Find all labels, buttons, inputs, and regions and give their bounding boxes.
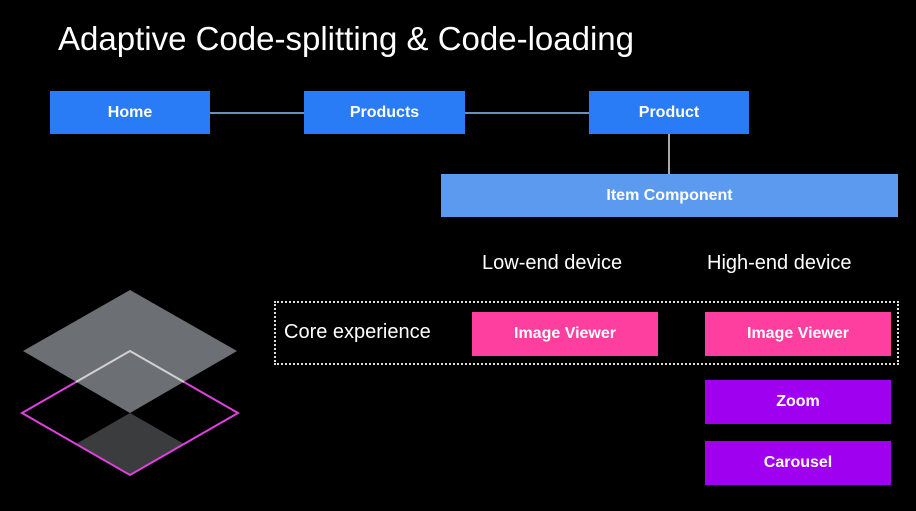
item-component: Item Component: [441, 174, 898, 217]
route-home: Home: [50, 91, 210, 134]
core-experience-label: Core experience: [284, 321, 431, 343]
low-end-image-viewer: Image Viewer: [472, 312, 658, 356]
high-end-carousel: Carousel: [705, 441, 891, 485]
lower-layer-fill: [76, 413, 184, 475]
connector-products-product: [465, 112, 589, 114]
slide-title: Adaptive Code-splitting & Code-loading: [58, 20, 635, 57]
connector-product-item: [668, 134, 670, 174]
route-product: Product: [589, 91, 749, 134]
high-end-heading: High-end device: [707, 252, 852, 274]
high-end-zoom: Zoom: [705, 380, 891, 424]
route-products: Products: [304, 91, 465, 134]
high-end-image-viewer: Image Viewer: [705, 312, 891, 356]
lower-layer-outline-overlap: [75, 349, 185, 383]
low-end-heading: Low-end device: [482, 252, 623, 274]
layers-illustration: [19, 290, 241, 477]
connector-home-products: [210, 112, 304, 114]
lower-layer-outline: [19, 349, 241, 477]
core-experience-group: [274, 301, 899, 365]
